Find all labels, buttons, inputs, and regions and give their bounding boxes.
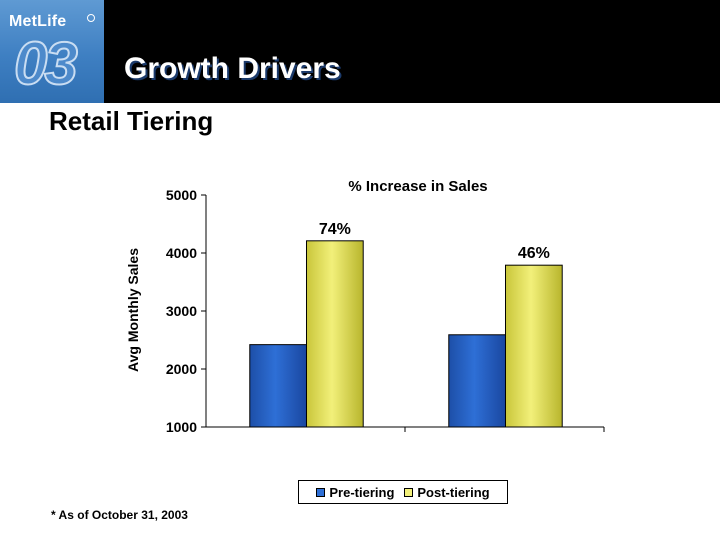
y-tick-labels: 1000 2000 3000 4000 5000	[166, 187, 197, 435]
footnote: * As of October 31, 2003	[51, 508, 188, 522]
y-tick-label: 2000	[166, 361, 197, 377]
y-axis-label: Avg Monthly Sales	[125, 248, 141, 372]
logo-panel: MetLife 03	[0, 0, 104, 103]
legend-item-post-tiering: Post-tiering	[404, 484, 490, 500]
brand-logo: MetLife	[9, 13, 67, 30]
y-tick-label: 1000	[166, 419, 197, 435]
percent-increase-label: 46%	[518, 245, 550, 262]
registered-icon	[87, 14, 95, 22]
y-tick-label: 4000	[166, 245, 197, 261]
header-bar: MetLife 03 Growth Drivers	[0, 0, 720, 103]
chart-title: % Increase in Sales	[348, 178, 487, 195]
bar-post-tiering	[504, 264, 563, 428]
legend-swatch-pre-tiering	[316, 487, 326, 497]
legend-label-post-tiering: Post-tiering	[417, 484, 490, 500]
chart-bars	[249, 240, 563, 428]
chart-legend: Pre-tiering Post-tiering	[298, 480, 508, 504]
section-number: 03	[13, 30, 79, 97]
page-title: Growth Drivers	[124, 52, 341, 85]
y-tick-label: 3000	[166, 303, 197, 319]
legend-item-pre-tiering: Pre-tiering	[316, 485, 394, 500]
percent-increase-label: 74%	[319, 221, 351, 238]
data-annotations: 74% 46%	[319, 221, 550, 262]
legend-label-pre-tiering: Pre-tiering	[329, 484, 395, 500]
slide-subtitle: Retail Tiering	[49, 106, 214, 136]
bar-pre-tiering	[448, 334, 506, 428]
bar-post-tiering	[305, 240, 364, 428]
bar-pre-tiering	[249, 344, 307, 428]
y-tick-label: 5000	[166, 187, 197, 203]
legend-swatch-post-tiering	[404, 487, 414, 497]
